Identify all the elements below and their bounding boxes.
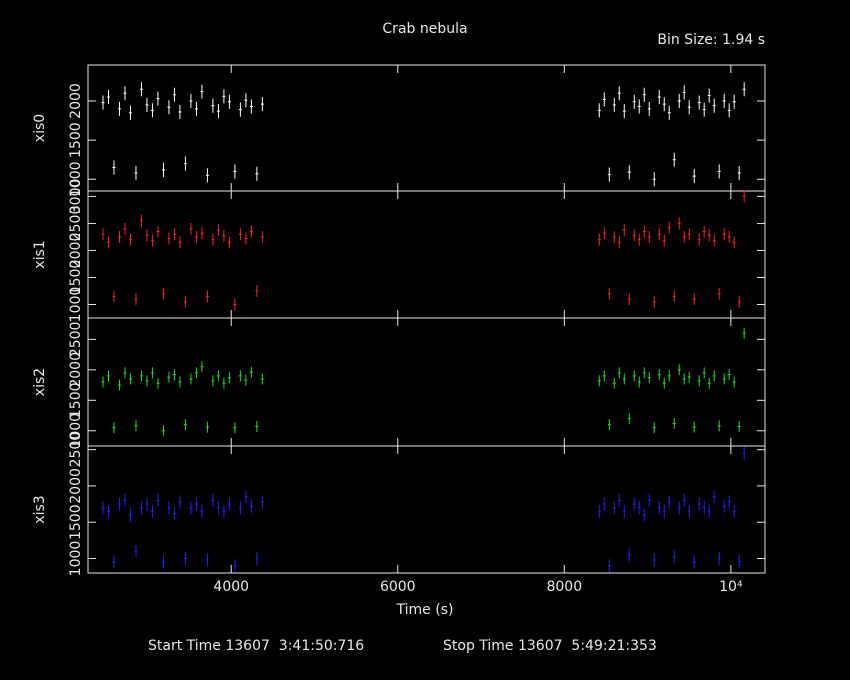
y-tick-label: 2000 xyxy=(68,83,84,119)
panel-frame xyxy=(87,64,766,192)
panel-frame xyxy=(87,190,766,319)
chart-title: Crab nebula xyxy=(382,21,467,37)
x-tick-label: 8000 xyxy=(546,579,582,595)
panel-frame xyxy=(87,317,766,447)
y-tick-label: 1000 xyxy=(68,541,84,577)
panel-frame xyxy=(87,445,766,574)
y-tick-label: 1500 xyxy=(68,382,84,418)
y-tick-label: 2500 xyxy=(68,322,84,358)
y-tick-label: 1000 xyxy=(68,287,84,323)
y-tick-label: 1500 xyxy=(68,122,84,158)
y-tick-label: 2000 xyxy=(68,233,84,269)
y-tick-label: 1000 xyxy=(68,161,84,197)
bin-size: Bin Size: 1.94 s xyxy=(657,32,765,48)
y-axis-label: xis2 xyxy=(32,368,48,396)
y-axis-label: xis0 xyxy=(32,114,48,142)
y-axis-label: xis3 xyxy=(32,495,48,523)
y-tick-label: 1500 xyxy=(68,260,84,296)
y-tick-label: 1000 xyxy=(68,413,84,449)
start-time: Start Time 13607 3:41:50:716 xyxy=(148,638,364,654)
stop-time: Stop Time 13607 5:49:21:353 xyxy=(443,638,657,654)
x-axis-label: Time (s) xyxy=(396,602,454,618)
x-tick-label: 6000 xyxy=(380,579,416,595)
x-tick-label: 10⁴ xyxy=(719,579,743,595)
y-axis-label: xis1 xyxy=(32,240,48,268)
y-tick-label: 1500 xyxy=(68,504,84,540)
y-tick-label: 2500 xyxy=(68,206,84,242)
y-tick-label: 2000 xyxy=(68,352,84,388)
y-tick-label: 2500 xyxy=(68,432,84,468)
y-tick-label: 2000 xyxy=(68,468,84,504)
y-tick-label: 3000 xyxy=(68,179,84,215)
x-tick-label: 4000 xyxy=(213,579,249,595)
